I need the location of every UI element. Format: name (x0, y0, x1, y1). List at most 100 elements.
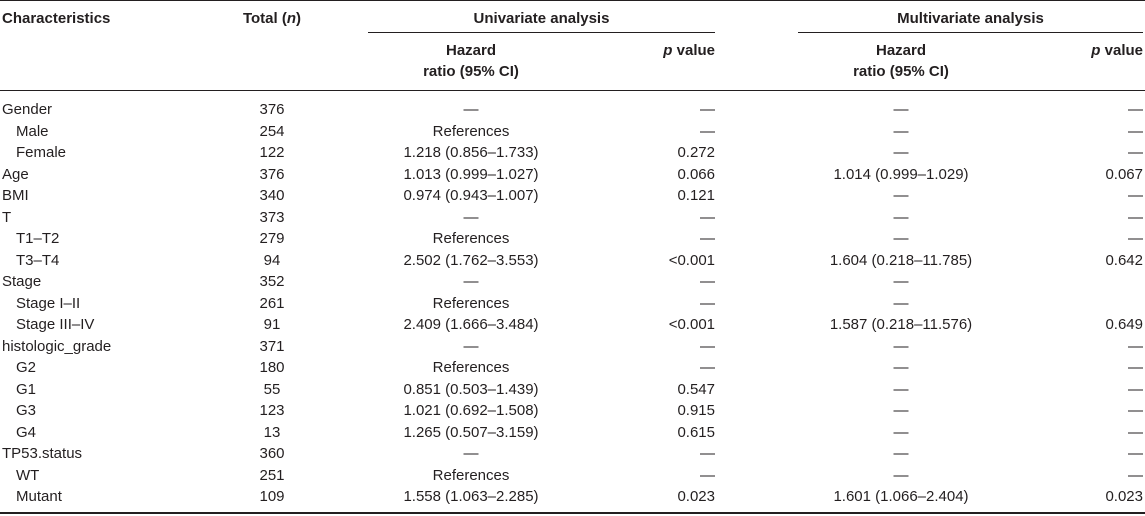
table-row: Stage 352 — — — (0, 271, 1145, 293)
row-uni-hazard-ratio: 1.013 (0.999–1.027) (403, 165, 539, 183)
row-total: 123 (259, 402, 285, 419)
row-label: Male (16, 122, 49, 140)
header-characteristics: Characteristics (2, 10, 111, 27)
row-multi-hazard-ratio: — (893, 402, 909, 419)
row-multi-pvalue: — (1128, 380, 1143, 398)
row-multi-hazard-ratio: — (893, 294, 909, 312)
row-label: G2 (16, 359, 37, 376)
row-label: histologic_grade (2, 337, 112, 355)
header-uni-pvalue-text: p value (663, 42, 715, 59)
table-row: T3–T4 94 2.502 (1.762–3.553) <0.001 1.604 (0… (0, 250, 1145, 272)
table-row: G1 55 0.851 (0.503–1.439) 0.547 — — (0, 379, 1145, 401)
row-multi-hazard-ratio: — (893, 337, 909, 355)
row-uni-pvalue: — (700, 230, 715, 247)
header-total: Total (n) (210, 9, 334, 28)
multivariate-underline (798, 32, 1143, 33)
row-total: 371 (259, 337, 285, 355)
header-uni-hazard: Hazard ratio (95% CI) (368, 40, 574, 82)
row-uni-hazard-ratio: References (432, 122, 510, 140)
row-uni-pvalue: 0.272 (677, 144, 715, 161)
table-row: Mutant 109 1.558 (1.063–2.285) 0.023 1.601 (… (0, 486, 1145, 508)
table-top-rule (0, 0, 1145, 1)
row-label: TP53.status (2, 445, 83, 462)
row-uni-pvalue: 0.915 (677, 402, 715, 419)
row-multi-pvalue: 0.642 (1105, 251, 1143, 269)
row-multi-pvalue: — (1128, 208, 1143, 226)
row-multi-pvalue: — (1128, 122, 1143, 140)
table-row: T1–T2 279 References — — — (0, 228, 1145, 250)
row-total: 109 (259, 488, 285, 505)
header-multi-pvalue-text: p value (1091, 42, 1143, 59)
row-uni-hazard-ratio: References (432, 359, 510, 376)
row-total: 340 (259, 187, 285, 204)
row-label: T (2, 208, 12, 226)
row-total: 55 (263, 380, 281, 398)
row-label: G1 (16, 380, 37, 398)
row-multi-pvalue: 0.067 (1105, 165, 1143, 183)
table-bottom-rule (0, 512, 1145, 514)
row-label: Age (2, 165, 29, 183)
row-uni-pvalue: — (700, 359, 715, 376)
row-multi-pvalue: — (1128, 466, 1143, 484)
row-label: Stage I–II (16, 294, 81, 312)
row-label: Stage (2, 273, 42, 290)
row-uni-hazard-ratio: 1.265 (0.507–3.159) (403, 423, 539, 441)
row-multi-hazard-ratio: — (893, 122, 909, 140)
table-row: G3 123 1.021 (0.692–1.508) 0.915 — — (0, 400, 1145, 422)
row-total: 122 (259, 144, 285, 161)
table-row: G4 13 1.265 (0.507–3.159) 0.615 — — (0, 422, 1145, 444)
header-multi-hazard-line2: ratio (95% CI) (853, 63, 949, 80)
row-multi-pvalue: 0.023 (1105, 488, 1143, 505)
row-total: 352 (259, 273, 285, 290)
table-row: Stage III–IV 91 2.409 (1.666–3.484) <0.001 1… (0, 314, 1145, 336)
row-uni-pvalue: 0.121 (677, 187, 715, 204)
row-multi-hazard-ratio: — (893, 230, 909, 247)
row-multi-hazard-ratio: — (893, 359, 909, 376)
row-total: 360 (259, 445, 285, 462)
row-uni-pvalue: 0.023 (677, 488, 715, 505)
row-uni-pvalue: 0.615 (677, 423, 715, 441)
row-multi-pvalue: — (1128, 230, 1143, 247)
row-label: T1–T2 (16, 230, 60, 247)
row-total: 279 (259, 230, 285, 247)
row-label: BMI (2, 187, 29, 204)
row-multi-pvalue: 0.649 (1105, 316, 1143, 333)
row-total: 254 (259, 122, 285, 140)
row-uni-pvalue: 0.066 (677, 165, 715, 183)
row-uni-pvalue: — (700, 445, 715, 462)
header-multi-hazard: Hazard ratio (95% CI) (798, 40, 1004, 82)
row-uni-hazard-ratio: References (432, 466, 510, 484)
row-multi-pvalue: — (1128, 187, 1143, 204)
row-uni-hazard-ratio: — (463, 208, 479, 226)
row-label: Female (16, 144, 67, 161)
row-uni-hazard-ratio: 1.021 (0.692–1.508) (403, 402, 539, 419)
row-uni-hazard-ratio: 1.558 (1.063–2.285) (403, 488, 539, 505)
row-total: 376 (259, 165, 285, 183)
row-total: 373 (259, 208, 285, 226)
row-uni-pvalue: — (700, 208, 715, 226)
header-bottom-rule (0, 90, 1145, 91)
row-uni-pvalue: — (700, 122, 715, 140)
row-uni-pvalue: — (700, 273, 715, 290)
row-uni-pvalue: <0.001 (668, 316, 715, 333)
table-row: WT 251 References — — — (0, 465, 1145, 487)
row-multi-hazard-ratio: 1.604 (0.218–11.785) (829, 251, 973, 269)
row-uni-hazard-ratio: 0.851 (0.503–1.439) (403, 380, 539, 398)
row-multi-pvalue: — (1128, 337, 1143, 355)
row-multi-pvalue: — (1128, 423, 1143, 441)
row-multi-hazard-ratio: — (893, 273, 909, 290)
row-multi-pvalue: — (1128, 445, 1143, 462)
table-row: Age 376 1.013 (0.999–1.027) 0.066 1.014 (0.9… (0, 164, 1145, 186)
row-uni-hazard-ratio: 0.974 (0.943–1.007) (403, 187, 539, 204)
row-uni-pvalue: — (700, 101, 715, 118)
row-label: Stage III–IV (16, 316, 95, 333)
header-uni-hazard-line2: ratio (95% CI) (423, 63, 519, 80)
header-univariate: Univariate analysis (473, 10, 610, 27)
row-multi-hazard-ratio: — (893, 423, 909, 441)
row-uni-hazard-ratio: — (463, 101, 479, 118)
row-total: 251 (259, 466, 285, 484)
row-multi-hazard-ratio: — (893, 380, 909, 398)
row-multi-hazard-ratio: — (893, 144, 909, 161)
row-uni-hazard-ratio: 1.218 (0.856–1.733) (403, 144, 539, 161)
table-row: BMI 340 0.974 (0.943–1.007) 0.121 — — (0, 185, 1145, 207)
